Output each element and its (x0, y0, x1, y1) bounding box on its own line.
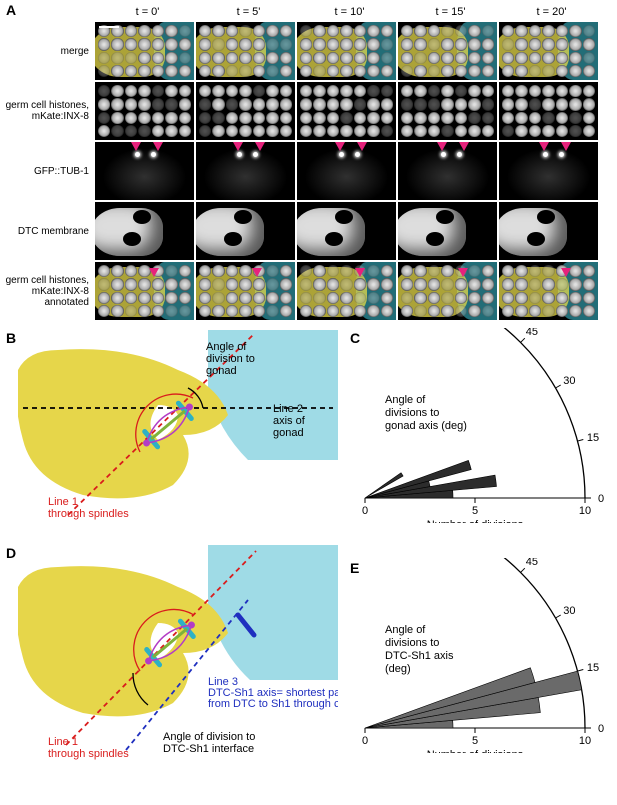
radius-tick-label: 10 (579, 505, 591, 517)
image-cell (398, 22, 497, 80)
image-cell (398, 142, 497, 200)
tick-icon (578, 440, 584, 442)
timepoint-2: t = 10' (299, 6, 400, 18)
tick-icon (556, 615, 561, 618)
sh1-shape-icon (208, 545, 338, 680)
angle-tick-label: 0 (598, 493, 604, 505)
rose-title: Angle ofdivisions toDTC-Sh1 axis(deg) (385, 624, 454, 675)
row-label: germ cell histones, mKate:INX-8 (0, 100, 95, 122)
image-cell (95, 142, 194, 200)
panel-d-illustration: Line 1through spindles Line 3DTC-Sh1 axi… (18, 545, 338, 765)
panel-a-row: DTC membrane (0, 202, 598, 260)
line1-text: Line 1through spindles (48, 496, 129, 520)
angle-tick-label: 45 (526, 328, 538, 338)
radius-tick-label: 0 (362, 505, 368, 517)
image-cell (95, 22, 194, 80)
image-cell (297, 22, 396, 80)
angle-tick-label: 15 (587, 432, 599, 444)
image-cell (398, 202, 497, 260)
panel-a-label: A (6, 2, 16, 18)
angle-tick-label: 15 (587, 662, 599, 674)
angle-tick-label: 45 (526, 558, 538, 568)
panel-d-label: D (6, 545, 16, 561)
panel-a-rows: merge germ cell histones, mKate:INX-8 GFP:… (0, 22, 598, 322)
panel-a-row: germ cell histones, mKate:INX-8 (0, 82, 598, 140)
row-label: DTC membrane (0, 226, 95, 237)
image-cell (297, 202, 396, 260)
timepoint-0: t = 0' (97, 6, 198, 18)
image-cell (297, 262, 396, 320)
dtc-shape-icon (18, 349, 228, 498)
line1-text: Line 1through spindles (48, 736, 129, 760)
image-cell (499, 202, 598, 260)
angle-tick-label: 30 (563, 375, 575, 387)
row-label: merge (0, 46, 95, 57)
image-cell (398, 82, 497, 140)
panel-c-rose: 01530456075900510Angle ofdivisions togon… (345, 328, 615, 523)
radius-tick-label: 10 (579, 735, 591, 747)
angle-tick-label: 0 (598, 723, 604, 735)
radius-tick-label: 0 (362, 735, 368, 747)
tick-icon (521, 338, 525, 342)
tick-icon (521, 568, 525, 572)
image-cell (398, 262, 497, 320)
tick-icon (556, 385, 561, 388)
image-cell (499, 22, 598, 80)
radius-tick-label: 5 (472, 505, 478, 517)
timepoint-3: t = 15' (400, 6, 501, 18)
radius-tick-label: 5 (472, 735, 478, 747)
image-cell (95, 82, 194, 140)
rose-xlabel: Number of divisions (427, 519, 524, 523)
image-cell (499, 142, 598, 200)
dtc-shape-icon (18, 566, 228, 716)
timepoint-header: t = 0' t = 5' t = 10' t = 15' t = 20' (97, 6, 602, 18)
timepoint-4: t = 20' (501, 6, 602, 18)
image-cell (196, 22, 295, 80)
panel-a-row: GFP::TUB-1 (0, 142, 598, 200)
row-label: germ cell histones, mKate:INX-8 annotate… (0, 275, 95, 308)
angle-div-text: Angle of division toDTC-Sh1 interface (163, 731, 255, 755)
panel-a-row: merge (0, 22, 598, 80)
line2-text: Line 2axis ofgonad (273, 403, 306, 439)
image-cell (499, 82, 598, 140)
rose-xlabel: Number of divisions (427, 749, 524, 753)
image-cell (196, 202, 295, 260)
line3-text: Line 3DTC-Sh1 axis= shortest pathfrom DT… (208, 676, 338, 710)
image-cell (196, 142, 295, 200)
tick-icon (578, 670, 584, 672)
timepoint-1: t = 5' (198, 6, 299, 18)
panel-a-row: germ cell histones, mKate:INX-8 annotate… (0, 262, 598, 320)
panel-b-label: B (6, 330, 16, 346)
row-label: GFP::TUB-1 (0, 166, 95, 177)
image-cell (297, 142, 396, 200)
angle-tick-label: 30 (563, 605, 575, 617)
rose-title: Angle ofdivisions togonad axis (deg) (385, 394, 467, 432)
image-cell (196, 262, 295, 320)
image-cell (196, 82, 295, 140)
scalebar-icon (99, 26, 119, 28)
image-cell (297, 82, 396, 140)
panel-e-rose: 01530456075900510Angle ofdivisions toDTC… (345, 558, 615, 753)
image-cell (499, 262, 598, 320)
image-cell (95, 262, 194, 320)
panel-b-illustration: Angle ofdivision togonad Line 2axis ofgo… (18, 330, 338, 520)
image-cell (95, 202, 194, 260)
